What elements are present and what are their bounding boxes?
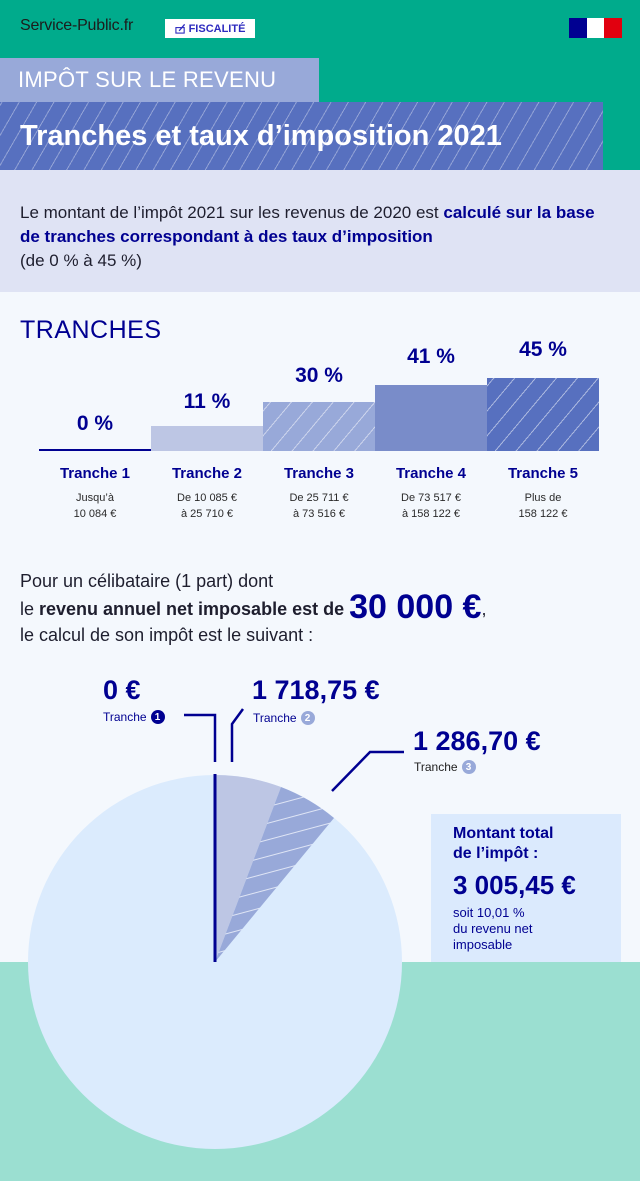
range-line: 10 084 € bbox=[73, 508, 117, 520]
tranche-name: Tranche 3 bbox=[283, 465, 355, 482]
rate-label-5: 45 % bbox=[519, 338, 567, 361]
tranche-range: Plus de 158 122 € bbox=[487, 490, 599, 522]
range-line: De 10 085 € bbox=[177, 492, 237, 504]
intro-bold: calculé sur la base de tranches correspo… bbox=[20, 203, 595, 246]
income-value: 30 000 € bbox=[349, 588, 482, 626]
leader-line-3 bbox=[331, 750, 404, 792]
tranche-info-2: Tranche 2 De 10 085 € à 25 710 € bbox=[151, 465, 263, 522]
total-label: Montant total de l’impôt : bbox=[453, 824, 621, 864]
bar-tranche-1 bbox=[39, 449, 151, 451]
tranche-info-1: Tranche 1 Jusqu’à 10 084 € bbox=[39, 465, 151, 522]
total-sub-line: imposable bbox=[453, 937, 513, 952]
total-tax-panel: Montant total de l’impôt : 3 005,45 € soi… bbox=[431, 814, 621, 962]
brand-name: Service-Public bbox=[20, 17, 120, 34]
tranche-number-badge: 1 bbox=[150, 710, 165, 724]
tranche-number-badge: 2 bbox=[300, 711, 315, 725]
example-line-2-bold: revenu annuel net imposable est de bbox=[39, 599, 350, 619]
tranche-name: Tranche 1 bbox=[59, 465, 131, 482]
intro-panel: Le montant de l’impôt 2021 sur les reven… bbox=[0, 170, 640, 292]
pie-slice-tranche-2 bbox=[215, 774, 281, 962]
tranche-info-3: Tranche 3 De 25 711 € à 73 516 € bbox=[263, 465, 375, 522]
tranche-range: De 10 085 € à 25 710 € bbox=[151, 490, 263, 522]
range-line: Plus de bbox=[524, 492, 562, 504]
range-line: Jusqu’à bbox=[76, 492, 114, 504]
label-tranche-2: Tranche 2 bbox=[253, 711, 315, 725]
bar-tranche-5 bbox=[487, 378, 599, 451]
tranches-bar-chart: 0 % 11 % 30 % 41 % 45 % bbox=[39, 330, 599, 451]
intro-end: (de 0 % à 45 %) bbox=[20, 251, 142, 270]
label-tranche-1: Tranche 1 bbox=[103, 710, 165, 724]
example-line-2-pre: le bbox=[20, 599, 40, 619]
bar-tranche-3 bbox=[263, 402, 375, 451]
intro-text: Le montant de l’impôt 2021 sur les reven… bbox=[20, 201, 600, 273]
range-line: 158 122 € bbox=[518, 508, 568, 520]
total-sub-line: du revenu net bbox=[453, 921, 533, 936]
example-line-3: le calcul de son impôt est le suivant : bbox=[20, 625, 314, 645]
range-line: De 73 517 € bbox=[401, 492, 461, 504]
range-line: à 25 710 € bbox=[181, 508, 233, 520]
range-line: à 158 122 € bbox=[401, 508, 461, 520]
bar-tranche-4 bbox=[375, 385, 487, 451]
amount-tranche-1: 0 € bbox=[103, 675, 141, 705]
page-title: Tranches et taux d’imposition 2021 bbox=[0, 102, 603, 170]
example-text: Pour un célibataire (1 part) dont le rev… bbox=[20, 568, 620, 648]
example-line-2-post: , bbox=[481, 599, 487, 619]
total-label-line: de l’impôt : bbox=[453, 845, 539, 862]
pie-slice-tranche-3 bbox=[215, 787, 334, 962]
rate-label-3: 30 % bbox=[295, 364, 343, 387]
brand-logo[interactable]: Service-Public.fr bbox=[20, 17, 133, 35]
label-tranche-3: Tranche 3 bbox=[414, 760, 476, 774]
category-badge[interactable]: FISCALITÉ bbox=[165, 19, 255, 38]
total-sub-line: soit 10,01 % bbox=[453, 905, 525, 920]
tranches-heading: TRANCHES bbox=[20, 316, 162, 344]
tranche-name: Tranche 4 bbox=[395, 465, 467, 482]
leader-line-2 bbox=[230, 708, 245, 762]
amount-tranche-3: 1 286,70 € bbox=[413, 726, 541, 756]
total-label-line: Montant total bbox=[453, 825, 554, 842]
marianne-logo bbox=[569, 18, 623, 38]
brand-tld: .fr bbox=[119, 17, 134, 34]
total-value: 3 005,45 € bbox=[453, 870, 576, 900]
pen-document-icon bbox=[174, 23, 185, 34]
tranche-range: Jusqu’à 10 084 € bbox=[39, 490, 151, 522]
bar-tranche-2 bbox=[151, 426, 263, 451]
tranche-name: Tranche 2 bbox=[171, 465, 243, 482]
tranche-word: Tranche bbox=[414, 760, 458, 774]
tranche-range: De 25 711 € à 73 516 € bbox=[263, 490, 375, 522]
page-supertitle: IMPÔT SUR LE REVENU bbox=[0, 58, 319, 102]
rate-label-2: 11 % bbox=[183, 390, 231, 413]
tranche-name: Tranche 5 bbox=[507, 465, 579, 482]
rate-label-1: 0 % bbox=[76, 412, 114, 435]
total-subtext: soit 10,01 % du revenu net imposable bbox=[453, 905, 621, 953]
badge-label: FISCALITÉ bbox=[188, 22, 246, 35]
tranche-info-4: Tranche 4 De 73 517 € à 158 122 € bbox=[375, 465, 487, 522]
rate-label-4: 41 % bbox=[407, 345, 455, 368]
tranche-info-5: Tranche 5 Plus de 158 122 € bbox=[487, 465, 599, 522]
tranche-range: De 73 517 € à 158 122 € bbox=[375, 490, 487, 522]
range-line: à 73 516 € bbox=[293, 508, 345, 520]
intro-plain: Le montant de l’impôt 2021 sur les reven… bbox=[20, 203, 444, 222]
leader-line-1 bbox=[184, 713, 217, 762]
amount-tranche-2: 1 718,75 € bbox=[252, 675, 380, 705]
tranche-word: Tranche bbox=[253, 711, 297, 725]
tranche-word: Tranche bbox=[103, 710, 147, 724]
tranche-number-badge: 3 bbox=[461, 760, 476, 774]
range-line: De 25 711 € bbox=[289, 492, 349, 504]
example-line-1: Pour un célibataire (1 part) dont bbox=[20, 571, 274, 591]
